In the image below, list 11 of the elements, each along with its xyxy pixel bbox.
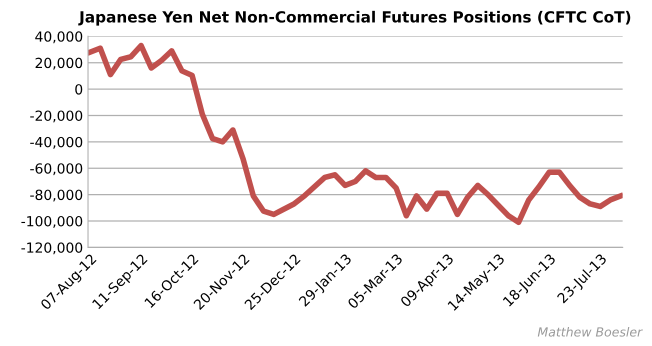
y-tick-label: 0 bbox=[75, 84, 82, 95]
y-tick-label: -40,000 bbox=[30, 136, 82, 149]
chart-title: Japanese Yen Net Non-Commercial Futures Positions (CFTC CoT) bbox=[78, 10, 630, 26]
y-tick-label: 40,000 bbox=[35, 31, 82, 44]
text: Matthew Boesler bbox=[538, 326, 643, 337]
y-tick-label: -80,000 bbox=[30, 190, 82, 202]
y-tick-label: 20,000 bbox=[36, 58, 82, 70]
y-tick-label: -120,000 bbox=[21, 242, 82, 254]
y-tick-label: -20,000 bbox=[30, 110, 82, 122]
y-tick-label: -60,000 bbox=[30, 163, 82, 176]
y-tick-label: -100,000 bbox=[21, 216, 82, 228]
